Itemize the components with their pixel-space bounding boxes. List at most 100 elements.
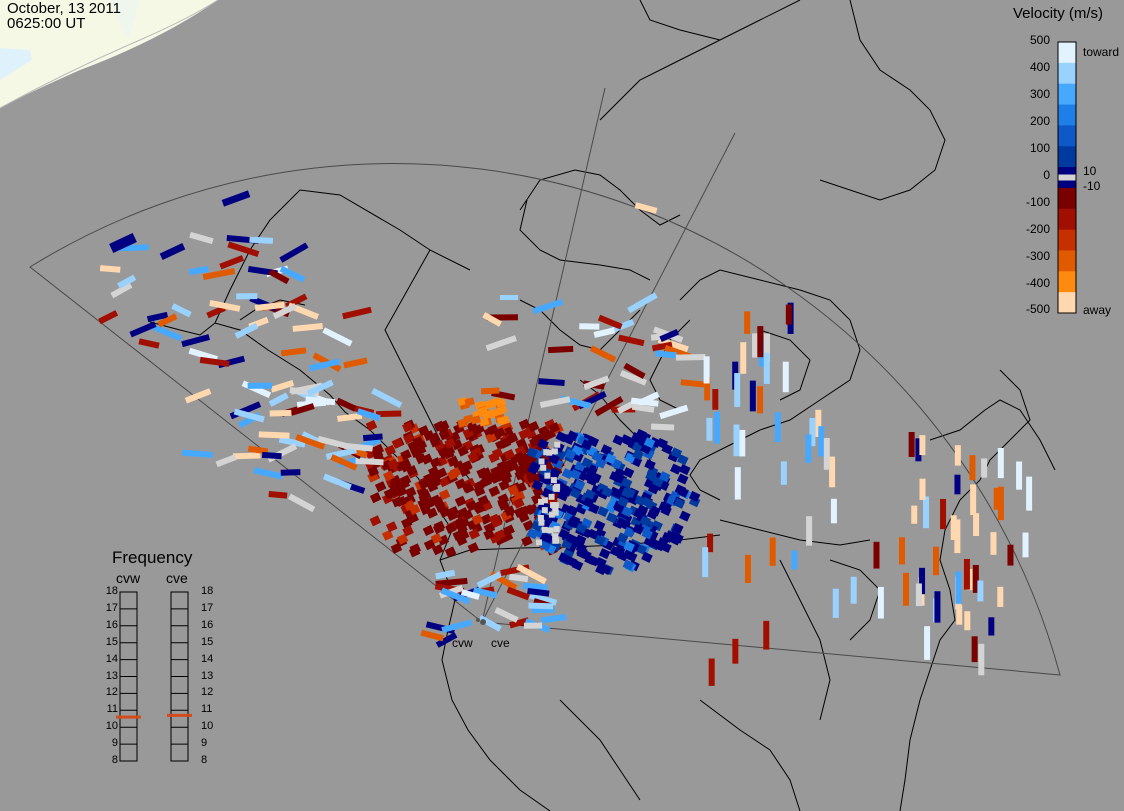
velocity-cell — [739, 429, 746, 457]
velocity-cell — [337, 412, 363, 422]
velocity-cell — [487, 424, 499, 436]
velocity-cell — [566, 556, 578, 568]
velocity-cell — [184, 388, 212, 404]
velocity-cell — [258, 431, 290, 439]
velocity-cell — [99, 265, 121, 273]
velocity-cell — [632, 523, 645, 535]
velocity-cell — [919, 567, 926, 595]
velocity-cell — [598, 548, 611, 560]
coastline-layer — [149, 0, 1056, 811]
velocity-cell — [551, 448, 558, 455]
velocity-cell — [990, 532, 997, 555]
velocity-cell — [221, 190, 251, 207]
velocity-cell — [676, 473, 689, 485]
frequency-tick-label: 11 — [201, 703, 213, 716]
velocity-cell — [457, 529, 470, 541]
frequency-tick-label: 8 — [201, 754, 208, 766]
velocity-cell — [679, 510, 691, 522]
velocity-cell — [342, 306, 372, 320]
velocity-cell — [672, 522, 684, 534]
velocity-cell — [554, 441, 561, 448]
velocity-cell — [435, 467, 448, 479]
velocity-cell — [395, 495, 407, 507]
colorbar-segment — [1058, 292, 1076, 314]
velocity-cell — [395, 460, 408, 472]
coastline — [959, 369, 1031, 501]
velocity-cell — [365, 419, 378, 432]
site-label-cvw: cvw — [452, 636, 473, 650]
velocity-cell — [763, 620, 770, 650]
velocity-cell — [138, 338, 160, 349]
velocity-cell — [181, 449, 214, 458]
velocity-cell — [467, 542, 480, 554]
velocity-cell — [295, 434, 326, 450]
velocity-cell — [486, 408, 498, 418]
velocity-cell — [769, 537, 776, 566]
velocity-cell — [470, 415, 481, 425]
velocity-cell — [757, 326, 764, 358]
velocity-cell — [435, 632, 458, 648]
velocity-cell — [518, 418, 531, 430]
velocity-cell — [908, 432, 915, 457]
frequency-tick-label: 12 — [201, 686, 214, 699]
velocity-cell — [538, 378, 565, 386]
velocity-cell — [583, 375, 610, 391]
velocity-cell — [532, 298, 564, 315]
velocity-cell — [623, 526, 636, 538]
velocity-cell — [582, 496, 595, 509]
velocity-cell — [601, 486, 613, 498]
toward-label: toward — [1083, 45, 1120, 59]
velocity-colorbar — [1057, 41, 1077, 314]
velocity-cell — [620, 434, 633, 446]
velocity-cell — [624, 452, 636, 464]
velocity-cell — [643, 437, 656, 449]
velocity-cell — [457, 418, 468, 428]
velocity-cell — [549, 467, 561, 479]
velocity-cell — [336, 397, 357, 412]
velocity-cell — [322, 327, 353, 347]
velocity-cell — [429, 477, 441, 489]
velocity-cell — [507, 460, 519, 472]
velocity-cell — [482, 472, 494, 484]
coastline — [689, 429, 761, 501]
velocity-cell — [508, 573, 529, 583]
velocity-cell — [548, 511, 555, 518]
velocity-cell — [464, 397, 475, 407]
velocity-cell — [1022, 532, 1029, 558]
velocity-cell — [903, 572, 910, 606]
velocity-cell — [540, 614, 567, 624]
velocity-cell — [915, 583, 922, 607]
velocity-cell — [387, 458, 399, 470]
velocity-cell — [600, 444, 613, 456]
velocity-cell — [604, 453, 617, 465]
velocity-cell — [417, 497, 429, 510]
velocity-cell — [923, 496, 930, 529]
velocity-cell — [919, 478, 926, 500]
velocity-cell — [362, 433, 383, 442]
velocity-cell — [521, 535, 533, 547]
velocity-cell — [488, 513, 501, 525]
velocity-cell — [973, 513, 980, 537]
velocity-cell — [367, 465, 380, 477]
velocity-cell — [782, 361, 789, 393]
velocity-cell — [375, 410, 402, 418]
velocity-cell — [188, 265, 209, 276]
velocity-cell — [507, 484, 520, 496]
velocity-cell — [343, 442, 373, 452]
velocity-cell — [396, 533, 409, 545]
velocity-cell — [950, 515, 957, 540]
velocity-cell — [763, 333, 770, 362]
coastline — [519, 199, 651, 281]
velocity-cell — [680, 379, 705, 388]
velocity-cell — [157, 313, 178, 328]
velocity-cell — [484, 400, 496, 410]
velocity-cell — [558, 552, 570, 564]
velocity-tick-label: 400 — [1029, 60, 1050, 74]
velocity-cell — [566, 533, 578, 545]
velocity-cell — [658, 471, 671, 483]
velocity-cell — [503, 505, 516, 517]
fov-outline — [29, 163, 1061, 676]
velocity-cell — [472, 587, 498, 599]
velocity-cell — [317, 435, 348, 449]
